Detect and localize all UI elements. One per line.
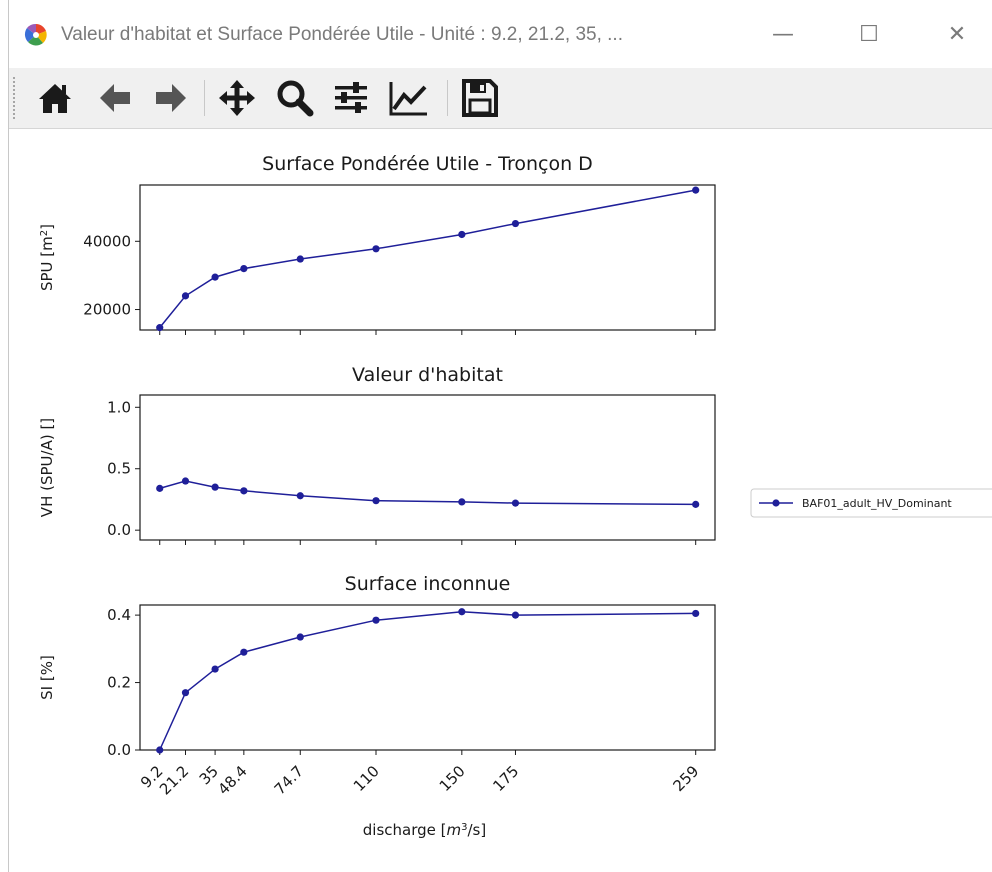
data-point [296,255,304,263]
app-icon [24,23,47,46]
data-point [240,487,248,495]
subplot-title: Surface inconnue [345,573,511,595]
zoom-icon [277,80,314,117]
data-point [372,497,380,505]
data-point [458,498,466,506]
pan-button[interactable] [213,76,261,120]
x-tick-label: 150 [436,762,469,795]
data-point [511,611,520,619]
toolbar-grip[interactable] [12,76,16,120]
axes-frame [139,184,716,331]
data-point [156,484,164,492]
series-line [159,610,696,751]
data-point [181,292,190,300]
data-point [692,609,700,618]
toolbar-separator [447,80,448,116]
data-point [296,633,304,641]
data-point [156,324,164,332]
data-point [511,499,520,507]
subplot-title: Surface Pondérée Utile - Tronçon D [262,153,593,175]
data-point [211,483,219,491]
x-tick-label: 110 [350,762,383,795]
y-tick-label: 0.4 [107,606,131,624]
toolbar-separator [204,80,205,116]
data-point [240,264,248,273]
window-title: Valeur d'habitat et Surface Pondérée Uti… [61,24,623,45]
zoom-button[interactable] [271,76,319,120]
configure-subplots-button[interactable] [327,76,375,120]
y-axis-label: VH (SPU/A) [] [38,418,56,517]
y-tick-label: 40000 [83,232,131,250]
legend-marker [772,499,780,507]
data-point [458,608,466,616]
save-icon [462,79,498,117]
axes-frame [139,394,716,541]
y-tick-label: 20000 [83,301,131,319]
edit-axis-button[interactable] [385,76,433,120]
subplot-title: Valeur d'habitat [352,364,503,386]
x-tick-label: 259 [670,762,703,795]
back-arrow-icon [100,84,130,112]
data-point [458,230,466,239]
data-point [372,616,380,624]
back-button[interactable] [91,76,139,120]
forward-arrow-icon [156,84,186,112]
y-tick-label: 1.0 [107,398,131,416]
data-point [372,245,380,253]
data-point [692,500,700,508]
y-tick-label: 0.0 [107,741,131,759]
series-line [159,480,696,506]
close-button[interactable]: ✕ [947,21,967,47]
data-point [692,186,700,194]
title-bar[interactable]: Valeur d'habitat et Surface Pondérée Uti… [9,0,992,68]
x-tick-label: 74.7 [271,762,307,798]
axes-frame [139,604,716,751]
legend-label: BAF01_adult_HV_Dominant [802,497,952,510]
data-point [211,273,219,281]
subplot-2: Valeur d'habitat 0.0 0.5 1.0 VH (SPU/A) [] [38,364,716,545]
x-axis-label: discharge [m3/s] [363,821,486,839]
home-button[interactable] [31,76,79,120]
legend-box [750,488,992,518]
y-tick-label: 0.2 [107,674,131,692]
y-axis-label: SPU [m2] [38,224,56,291]
data-point [156,746,164,754]
save-button[interactable] [455,76,503,120]
legend: BAF01_adult_HV_Dominant [750,488,992,518]
edit-axis-icon [389,82,427,116]
plot-window: Valeur d'habitat et Surface Pondérée Uti… [8,0,992,872]
subplot-1: Surface Pondérée Utile - Tronçon D 20000 4… [38,153,716,335]
configure-subplots-icon [335,82,367,113]
forward-button[interactable] [147,76,195,120]
home-icon [39,84,71,113]
minimize-button[interactable]: — [772,21,794,47]
data-point [181,477,190,485]
data-point [240,648,248,656]
data-point [211,665,219,673]
data-point [296,492,304,500]
x-tick-label: 175 [489,762,522,795]
y-tick-label: 0.5 [107,460,131,478]
x-tick-label: 21.2 [156,762,192,798]
data-point [511,219,520,228]
y-axis-label: SI [%] [38,655,56,700]
x-tick-label: 48.4 [214,762,250,798]
y-tick-label: 0.0 [107,521,131,539]
series-line [159,189,696,329]
navigation-toolbar [9,68,992,129]
data-point [181,689,190,697]
maximize-button[interactable]: ☐ [859,21,879,47]
pan-move-icon [219,80,255,116]
